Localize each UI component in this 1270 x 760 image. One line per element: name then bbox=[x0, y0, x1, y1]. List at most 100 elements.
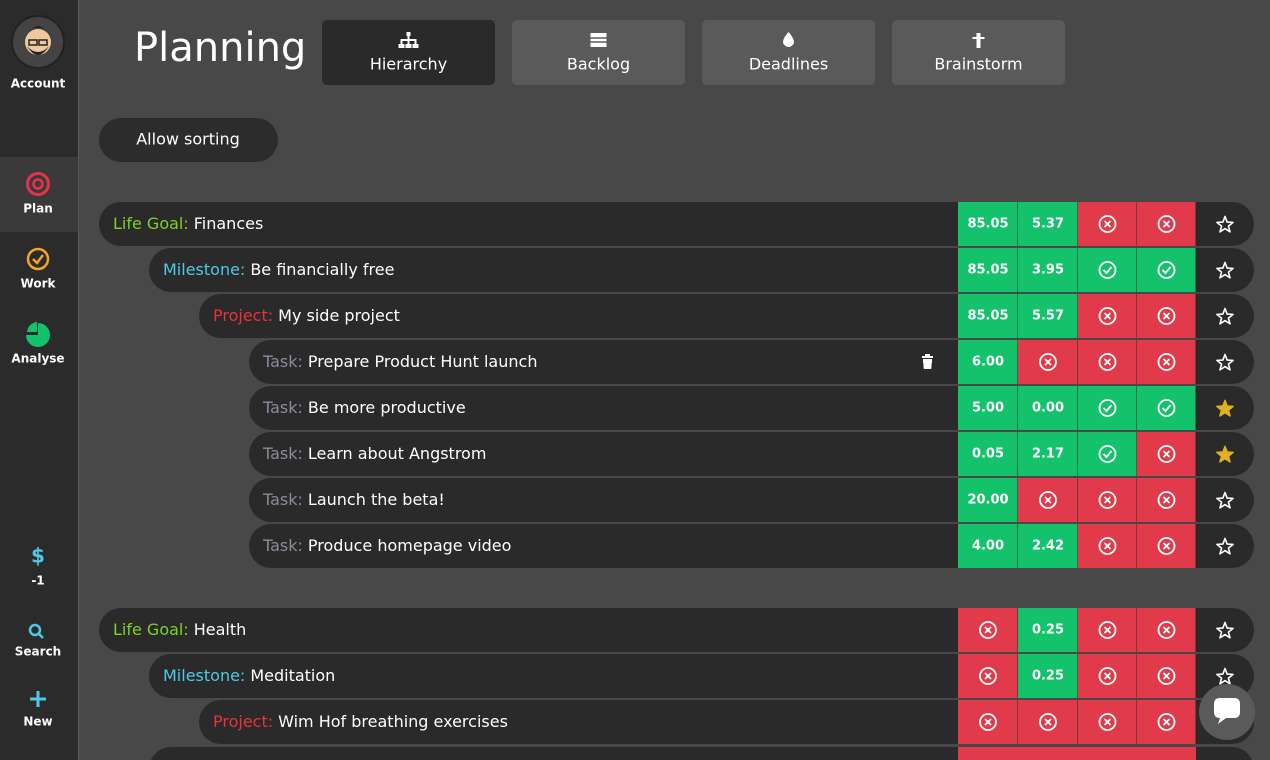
avatar-beard bbox=[27, 46, 49, 55]
cell-icon bbox=[1103, 542, 1112, 550]
star[interactable] bbox=[1216, 261, 1234, 279]
star[interactable] bbox=[1216, 399, 1234, 417]
cell-icon bbox=[1161, 404, 1172, 413]
nav-label: Search bbox=[15, 645, 61, 659]
tab-bg bbox=[322, 20, 495, 85]
row[interactable]: Life Goal: Health 0.25 bbox=[99, 608, 1254, 652]
row[interactable]: Task: Prepare Product Hunt launch 6.00 bbox=[249, 340, 1254, 384]
row[interactable]: Task: Produce homepage video 4.00 2.42 bbox=[249, 354, 1254, 568]
cell-bg bbox=[1018, 524, 1078, 568]
account[interactable]: Account bbox=[11, 15, 66, 91]
star[interactable] bbox=[1216, 215, 1234, 233]
star[interactable] bbox=[1216, 621, 1234, 639]
star[interactable] bbox=[1216, 537, 1234, 555]
cell-value: 0.05 bbox=[972, 447, 1004, 462]
cell-value: 4.00 bbox=[972, 539, 1004, 554]
trash-button[interactable] bbox=[922, 354, 933, 369]
row[interactable]: Life Goal: Finances 85.05 5.37 bbox=[99, 202, 1254, 246]
cell-value: 0.25 bbox=[1032, 669, 1064, 684]
cell-icon bbox=[1162, 312, 1171, 320]
row-label: Task: Launch the beta! bbox=[262, 490, 445, 509]
cell-bg bbox=[958, 524, 1018, 568]
cell-icon bbox=[984, 718, 992, 726]
sort-button-bg bbox=[99, 118, 278, 162]
tab[interactable]: Hierarchy bbox=[322, 20, 495, 85]
cell-icon bbox=[1102, 450, 1113, 459]
cell-icon bbox=[1157, 261, 1176, 279]
row[interactable]: Task: Learn about Angstrom 0.05 2.17 bbox=[249, 354, 1254, 476]
balance[interactable]: $ -1 bbox=[31, 544, 45, 588]
page-title: Planning bbox=[134, 25, 306, 71]
cell-value: 0.00 bbox=[1032, 401, 1064, 416]
tab[interactable]: Backlog bbox=[512, 20, 685, 85]
row-name: Be financially free bbox=[250, 260, 394, 279]
star[interactable] bbox=[1216, 353, 1234, 371]
cell-icon bbox=[979, 667, 997, 685]
star[interactable] bbox=[1216, 491, 1234, 509]
cell-value: 85.05 bbox=[967, 309, 1008, 324]
cell-icon bbox=[1162, 672, 1171, 680]
chat-icon bbox=[1214, 698, 1240, 724]
cell-value: 6.00 bbox=[972, 355, 1004, 370]
star[interactable] bbox=[1216, 307, 1234, 325]
row-prefix: Task: bbox=[262, 352, 303, 371]
chat-button[interactable] bbox=[1199, 684, 1255, 740]
cell-icon bbox=[1098, 261, 1117, 279]
cell-icon bbox=[1103, 312, 1112, 320]
cell-icon bbox=[1098, 215, 1117, 233]
cell-bg bbox=[1018, 248, 1078, 292]
cell-bg bbox=[1018, 654, 1078, 698]
cell-icon bbox=[1157, 399, 1176, 417]
row[interactable]: Task: Be more productive 5.00 0.00 bbox=[249, 354, 1254, 430]
tab-label: Hierarchy bbox=[370, 55, 447, 74]
tab[interactable]: Brainstorm bbox=[892, 20, 1065, 85]
row-label: Task: Prepare Product Hunt launch bbox=[262, 352, 537, 371]
row-prefix: Project: bbox=[213, 712, 273, 731]
tab-icon bbox=[398, 32, 419, 48]
cell-icon bbox=[1103, 672, 1112, 680]
cell-icon bbox=[1039, 491, 1057, 509]
star[interactable] bbox=[1216, 445, 1234, 463]
row-label: Task: Learn about Angstrom bbox=[262, 444, 486, 463]
cell-bg bbox=[1018, 608, 1078, 652]
cell-icon bbox=[1098, 667, 1117, 685]
row[interactable]: Project: Wim Hof breathing exercises bbox=[199, 354, 1254, 744]
avatar-glasses bbox=[28, 39, 38, 46]
cell-icon bbox=[1098, 445, 1117, 463]
nav-label: Work bbox=[21, 277, 57, 291]
row-name: Learn about Angstrom bbox=[308, 444, 487, 463]
cell-icon bbox=[1098, 621, 1117, 639]
tab-bg bbox=[892, 20, 1065, 85]
cell-bg bbox=[958, 202, 1018, 246]
cell-icon bbox=[1162, 220, 1171, 228]
row-name: Prepare Product Hunt launch bbox=[308, 352, 538, 371]
cell-bg bbox=[958, 432, 1018, 476]
cell-icon bbox=[979, 713, 997, 731]
nav-plan[interactable]: Plan bbox=[23, 172, 53, 216]
sort-button[interactable]: Allow sorting bbox=[99, 118, 278, 162]
nav-new[interactable]: New bbox=[23, 691, 53, 729]
nav-search[interactable]: Search bbox=[15, 623, 61, 659]
row-prefix: Task: bbox=[262, 536, 303, 555]
cell-icon bbox=[1102, 266, 1113, 275]
cell-value: 85.05 bbox=[967, 263, 1008, 278]
row[interactable]: Task: Launch the beta! 20.00 bbox=[249, 354, 1254, 522]
cell-bg bbox=[1018, 294, 1078, 338]
cell-bg bbox=[1137, 386, 1196, 430]
new-icon bbox=[30, 691, 46, 707]
cell-value: 5.00 bbox=[972, 401, 1004, 416]
row[interactable]: Project: My side project 85.05 5.57 bbox=[199, 294, 1254, 338]
cell-partial bbox=[958, 747, 1196, 760]
star[interactable] bbox=[1216, 667, 1234, 685]
row[interactable]: Milestone: Meditation 0.25 bbox=[149, 654, 1254, 698]
avatar-glasses bbox=[38, 39, 48, 46]
nav-analyse[interactable]: Analyse bbox=[11, 322, 65, 366]
nav-work[interactable]: Work bbox=[21, 247, 57, 291]
cell-value: 85.05 bbox=[967, 217, 1008, 232]
cell-bg bbox=[1078, 386, 1137, 430]
tab[interactable]: Deadlines bbox=[702, 20, 875, 85]
cell-value: 2.17 bbox=[1032, 447, 1064, 462]
row[interactable]: Milestone: Be financially free 85.05 3.95 bbox=[149, 248, 1254, 292]
tab-label: Backlog bbox=[567, 55, 630, 74]
row-label: Milestone: Meditation bbox=[163, 666, 335, 685]
